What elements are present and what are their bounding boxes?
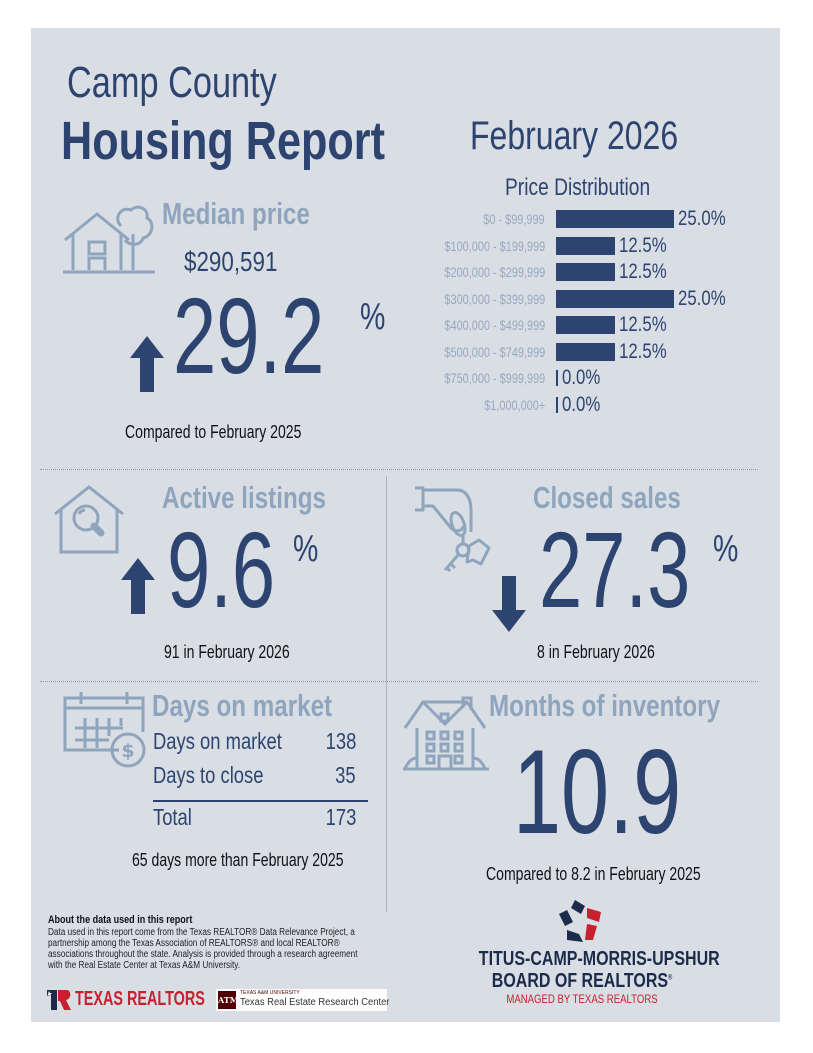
dom-row-value: 138 — [325, 728, 356, 754]
section-divider — [40, 681, 758, 682]
percent-sign: % — [293, 528, 319, 570]
chart-category-labels: $0 - $99,999 $100,000 - $199,999 $200,000 … — [411, 210, 545, 430]
chart-category-label: $500,000 - $749,999 — [444, 343, 545, 360]
arrow-up-icon — [130, 336, 164, 392]
active-listings-title: Active listings — [162, 480, 326, 515]
chart-bar — [556, 316, 615, 334]
chart-data-label: 12.5% — [619, 339, 667, 363]
about-text: Data used in this report come from the T… — [48, 927, 358, 971]
tamu-mark: ATM — [218, 991, 239, 1009]
chart-data-label: 25.0% — [678, 207, 726, 230]
months-inventory-note: Compared to 8.2 in February 2025 — [486, 864, 701, 884]
board-name-line2-text: BOARD OF REALTORS — [491, 970, 669, 992]
chart-category-label: $0 - $99,999 — [483, 211, 545, 227]
apartment-building-icon — [403, 696, 489, 771]
texas-realtors-wordmark: TEXAS REALTORS — [75, 988, 205, 1010]
chart-data-label: 12.5% — [619, 233, 667, 257]
arrow-up-icon — [121, 558, 155, 614]
median-price-value: $290,591 — [184, 246, 278, 277]
chart-title: Price Distribution — [505, 174, 651, 201]
total-rule — [153, 800, 368, 802]
tamu-small-text: TEXAS A&M UNIVERSITY — [240, 990, 300, 996]
chart-category-label: $100,000 - $199,999 — [444, 237, 545, 254]
column-divider — [386, 476, 387, 912]
closed-sales-note: 8 in February 2026 — [537, 642, 655, 662]
chart-category-label: $750,000 - $999,999 — [444, 370, 545, 386]
chart-category-label: $300,000 - $399,999 — [444, 290, 545, 307]
chart-data-label: 25.0% — [678, 286, 726, 310]
chart-bar — [556, 370, 558, 386]
house-search-icon — [54, 485, 124, 554]
about-title: About the data used in this report — [48, 914, 193, 926]
months-inventory-value: 10.9 — [513, 725, 682, 859]
arrow-down-icon — [492, 576, 526, 632]
median-price-note: Compared to February 2025 — [125, 422, 302, 442]
dom-row-label: Days on market — [153, 728, 282, 754]
board-managed-by: MANAGED BY TEXAS REALTORS — [506, 992, 658, 1006]
chart-bar — [556, 289, 674, 308]
board-star-logo-icon — [559, 900, 601, 942]
median-price-change: 29.2 — [173, 275, 325, 396]
total-value: 173 — [325, 804, 356, 830]
report-month: February 2026 — [470, 114, 679, 158]
svg-text:$: $ — [121, 740, 134, 762]
median-price-title: Median price — [162, 196, 310, 231]
percent-sign: % — [713, 528, 739, 570]
report-title: Housing Report — [61, 111, 385, 171]
dtc-row-value: 35 — [335, 762, 356, 788]
chart-data-label: 12.5% — [619, 313, 667, 336]
chart-bar — [556, 396, 558, 413]
chart-category-label: $1,000,000+ — [483, 396, 545, 413]
price-distribution-chart: $0 - $99,999 $100,000 - $199,999 $200,000 … — [411, 207, 771, 430]
tamu-center-name: Texas Real Estate Research Center — [240, 997, 390, 1008]
chart-data-label: 0.0% — [561, 366, 600, 389]
chart-bar — [556, 236, 615, 255]
closed-sales-change: 27.3 — [539, 509, 691, 630]
percent-sign: % — [360, 296, 386, 338]
chart-bar — [556, 263, 615, 281]
texas-realtors-mark-icon — [47, 990, 71, 1010]
chart-category-label: $200,000 - $299,999 — [444, 264, 545, 280]
hand-keys-icon — [415, 486, 491, 573]
texas-realtors-logo: TEXAS REALTORS — [47, 988, 207, 1012]
dtc-row-label: Days to close — [153, 762, 264, 788]
days-on-market-title: Days on market — [152, 688, 333, 723]
tamu-research-center-logo: ATM TEXAS A&M UNIVERSITY Texas Real Esta… — [216, 989, 390, 1011]
section-divider — [40, 469, 758, 470]
registered-mark: ® — [668, 974, 673, 982]
active-listings-change: 9.6 — [167, 509, 276, 630]
active-listings-note: 91 in February 2026 — [164, 642, 290, 662]
report-panel: Camp County Housing Report February 2026… — [31, 28, 780, 1022]
board-name-line2: BOARD OF REALTORS® — [479, 970, 685, 993]
chart-data-label: 12.5% — [619, 260, 667, 283]
county-name: Camp County — [67, 58, 277, 107]
calendar-dollar-icon: $ — [63, 692, 146, 768]
chart-bar — [556, 210, 674, 228]
months-inventory-title: Months of inventory — [489, 688, 721, 723]
days-on-market-note: 65 days more than February 2025 — [132, 850, 344, 870]
chart-bar — [556, 342, 615, 361]
chart-category-label: $400,000 - $499,999 — [444, 317, 545, 333]
house-tree-icon — [63, 205, 155, 274]
closed-sales-title: Closed sales — [533, 480, 681, 515]
board-name-line1: TITUS-CAMP-MORRIS-UPSHUR — [478, 948, 720, 970]
chart-data-label: 0.0% — [561, 392, 600, 416]
total-label: Total — [153, 804, 192, 830]
